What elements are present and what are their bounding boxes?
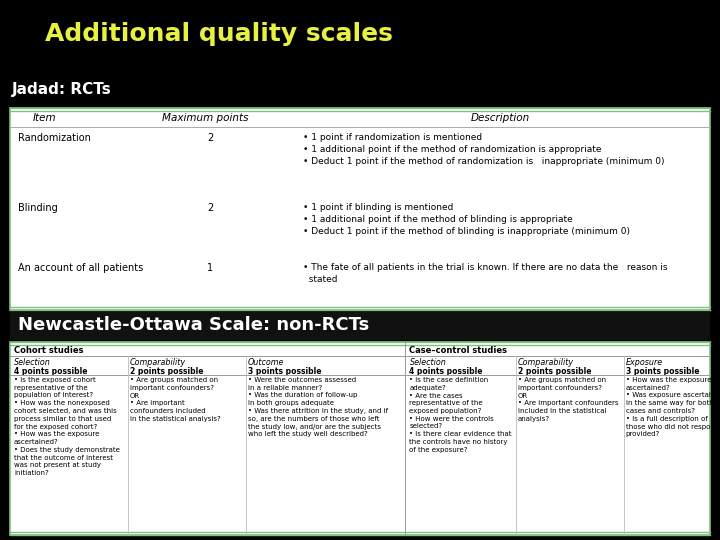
- Text: 2: 2: [207, 203, 213, 213]
- Bar: [10, 108, 710, 310]
- Text: • Is the case definition
adequate?
• Are the cases
representative of the
exposed: • Is the case definition adequate? • Are…: [410, 377, 512, 453]
- Text: 4 points possible: 4 points possible: [14, 367, 88, 376]
- Text: An account of all patients: An account of all patients: [18, 263, 143, 273]
- Text: Selection: Selection: [14, 358, 51, 367]
- Text: 2 points possible: 2 points possible: [130, 367, 204, 376]
- Text: Comparability: Comparability: [130, 358, 186, 367]
- Text: Additional quality scales: Additional quality scales: [45, 22, 393, 46]
- Text: • How was the exposure
ascertained?
• Was exposure ascertained
in the same way f: • How was the exposure ascertained? • Wa…: [626, 377, 720, 437]
- Text: Maximum points: Maximum points: [162, 113, 248, 123]
- Text: 2: 2: [207, 133, 213, 143]
- Text: Jadad: RCTs: Jadad: RCTs: [12, 82, 112, 97]
- Text: Comparability: Comparability: [518, 358, 574, 367]
- Bar: [10, 342, 710, 535]
- Text: Blinding: Blinding: [18, 203, 58, 213]
- Text: • 1 point if blinding is mentioned
• 1 additional point if the method of blindin: • 1 point if blinding is mentioned • 1 a…: [303, 203, 630, 235]
- Text: Selection: Selection: [410, 358, 446, 367]
- Text: • The fate of all patients in the trial is known. If there are no data the   rea: • The fate of all patients in the trial …: [303, 263, 667, 284]
- Text: 1: 1: [207, 263, 213, 273]
- Bar: [10, 312, 710, 340]
- Text: • 1 point if randomization is mentioned
• 1 additional point if the method of ra: • 1 point if randomization is mentioned …: [303, 133, 665, 166]
- Text: Randomization: Randomization: [18, 133, 91, 143]
- Text: Newcastle-Ottawa Scale: non-RCTs: Newcastle-Ottawa Scale: non-RCTs: [18, 316, 369, 334]
- Text: • Are groups matched on
important confounders?
OR
• Are important confounders
in: • Are groups matched on important confou…: [518, 377, 618, 422]
- Text: • Is the exposed cohort
representative of the
population of interest?
• How was : • Is the exposed cohort representative o…: [14, 377, 120, 476]
- Text: Outcome: Outcome: [248, 358, 284, 367]
- Text: 4 points possible: 4 points possible: [410, 367, 483, 376]
- Text: Cohort studies: Cohort studies: [14, 346, 84, 355]
- Text: • Were the outcomes assessed
in a reliable manner?
• Was the duration of follow-: • Were the outcomes assessed in a reliab…: [248, 377, 388, 437]
- Text: Exposure: Exposure: [626, 358, 662, 367]
- Text: 3 points possible: 3 points possible: [248, 367, 322, 376]
- Text: Case–control studies: Case–control studies: [410, 346, 508, 355]
- Text: • Are groups matched on
important confounders?
OR
• Are important
confounders in: • Are groups matched on important confou…: [130, 377, 221, 422]
- Text: Description: Description: [470, 113, 530, 123]
- Text: Item: Item: [33, 113, 57, 123]
- Text: 3 points possible: 3 points possible: [626, 367, 699, 376]
- Text: 2 points possible: 2 points possible: [518, 367, 591, 376]
